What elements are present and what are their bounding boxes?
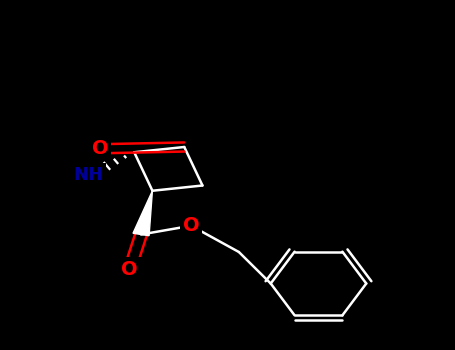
Text: NH: NH xyxy=(74,166,104,184)
Text: O: O xyxy=(183,216,199,235)
Text: O: O xyxy=(92,139,108,158)
Polygon shape xyxy=(133,191,152,236)
Text: O: O xyxy=(121,260,138,279)
